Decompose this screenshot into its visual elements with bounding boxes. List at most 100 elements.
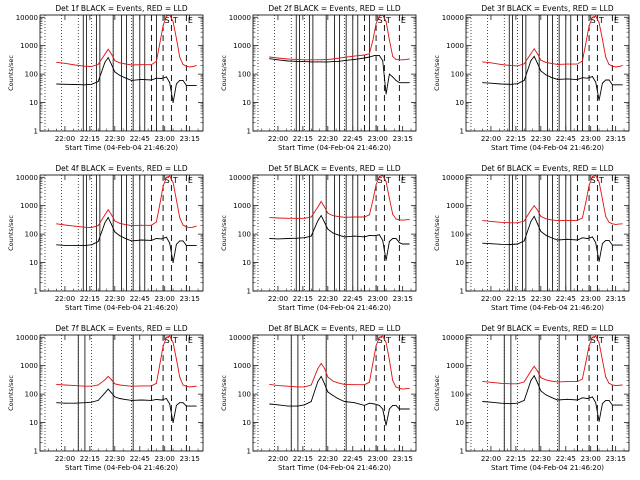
events-data-point (185, 405, 187, 407)
lld-data-point (398, 387, 400, 389)
events-data-point (179, 79, 181, 81)
lld-data-point (84, 385, 86, 387)
events-data-point (601, 82, 603, 84)
plot-frame (465, 14, 630, 132)
lld-data-point (324, 367, 325, 369)
lld-data-point (344, 216, 345, 218)
lld-data-point (150, 224, 152, 226)
x-tick-label: 22:15 (506, 295, 526, 303)
lld-data-point (337, 57, 339, 59)
events-data-point (324, 61, 325, 63)
lld-data-point (195, 385, 197, 387)
events-data-point (621, 84, 623, 86)
events-data-point (363, 404, 365, 406)
lld-data-point (159, 364, 161, 365)
events-data-point (304, 237, 306, 239)
events-data-point (107, 57, 109, 59)
x-tick-label: 22:45 (556, 135, 576, 143)
events-data-point (320, 61, 322, 63)
lld-data-point (395, 218, 397, 220)
lld-data-point (91, 385, 93, 387)
y-axis-label: Counts/sec (433, 55, 441, 91)
lld-data-point (124, 63, 126, 65)
detector-panel-6: Det 6f BLACK = Events, RED = LLD S T E 1 10 10… (433, 164, 630, 312)
x-tick-label: 22:45 (343, 135, 363, 143)
x-tick-label: 22:00 (55, 455, 75, 463)
plot-frame (252, 174, 417, 292)
lld-data-point (567, 381, 568, 383)
y-tick-label: 10 (455, 419, 464, 427)
events-data-point (165, 398, 167, 399)
lld-data-point (385, 342, 387, 344)
y-tick-label: 1000 (20, 362, 38, 370)
lld-data-point (372, 40, 374, 42)
events-data-point (97, 81, 99, 82)
x-tick-label: 22:15 (80, 455, 100, 463)
events-data-point (591, 76, 593, 78)
events-data-point (567, 78, 568, 80)
lld-data-point (533, 365, 535, 367)
x-axis-label: Start Time (04-Feb-04 21:46:20) (65, 144, 178, 152)
events-data-point (287, 60, 289, 62)
events-data-point (395, 79, 397, 81)
lld-data-point (368, 214, 370, 216)
lld-data-point (324, 206, 325, 208)
events-data-point (192, 84, 194, 86)
detector-panel-3: Det 3f BLACK = Events, RED = LLD S T E 1 10 10… (433, 4, 630, 152)
y-tick-label: 1000 (446, 362, 464, 370)
lld-data-point (523, 220, 525, 222)
events-data-point (482, 82, 484, 84)
lld-data-point (64, 384, 66, 386)
x-tick-label: 23:00 (581, 295, 601, 303)
lld-data-point (131, 64, 132, 66)
x-tick-label: 22:30 (105, 135, 125, 143)
events-data-point (185, 84, 187, 86)
marker-label: T (172, 16, 178, 25)
events-data-point (104, 61, 106, 63)
x-tick-label: 23:15 (393, 135, 413, 143)
lld-data-point (615, 223, 617, 225)
events-data-point (160, 399, 162, 401)
lld-data-point (598, 181, 600, 183)
lld-data-point (310, 59, 312, 61)
lld-data-point (621, 223, 623, 225)
lld-data-point (605, 215, 607, 217)
y-axis-label: Counts/sec (220, 215, 228, 251)
events-data-point (114, 396, 116, 398)
y-tick-label: 1 (460, 448, 464, 456)
y-tick-label: 1000 (233, 202, 251, 210)
lld-data-point (327, 58, 329, 60)
x-axis-label: Start Time (04-Feb-04 21:46:20) (278, 464, 391, 472)
lld-data-point (618, 66, 620, 67)
lld-data-point (332, 58, 334, 60)
lld-data-point (378, 336, 380, 338)
events-data-point (172, 262, 174, 264)
y-tick-label: 100 (451, 71, 464, 79)
lld-data-point (601, 198, 603, 200)
events-data-point (517, 243, 519, 245)
events-data-point (297, 405, 299, 407)
y-tick-label: 1000 (233, 42, 251, 50)
x-axis-label: Start Time (04-Feb-04 21:46:20) (491, 304, 604, 312)
events-data-point (91, 244, 93, 246)
y-tick-label: 100 (25, 71, 38, 79)
y-tick-label: 10000 (229, 14, 251, 22)
events-data-point (581, 397, 583, 399)
lld-data-point (545, 61, 547, 63)
events-data-point (368, 234, 370, 236)
events-data-point (378, 234, 380, 236)
lld-data-point (517, 65, 519, 67)
lld-data-point (195, 225, 197, 227)
x-tick-label: 23:00 (368, 135, 388, 143)
lld-data-point (165, 176, 167, 178)
lld-data-point (608, 63, 610, 65)
lld-data-point (618, 384, 620, 386)
events-data-point (500, 243, 502, 245)
events-data-point (586, 238, 588, 239)
y-tick-label: 10000 (442, 334, 464, 342)
lld-data-point (159, 42, 161, 44)
events-data-point (373, 55, 375, 57)
events-data-point (392, 238, 394, 239)
events-data-point (618, 84, 620, 86)
y-tick-label: 10000 (442, 174, 464, 182)
